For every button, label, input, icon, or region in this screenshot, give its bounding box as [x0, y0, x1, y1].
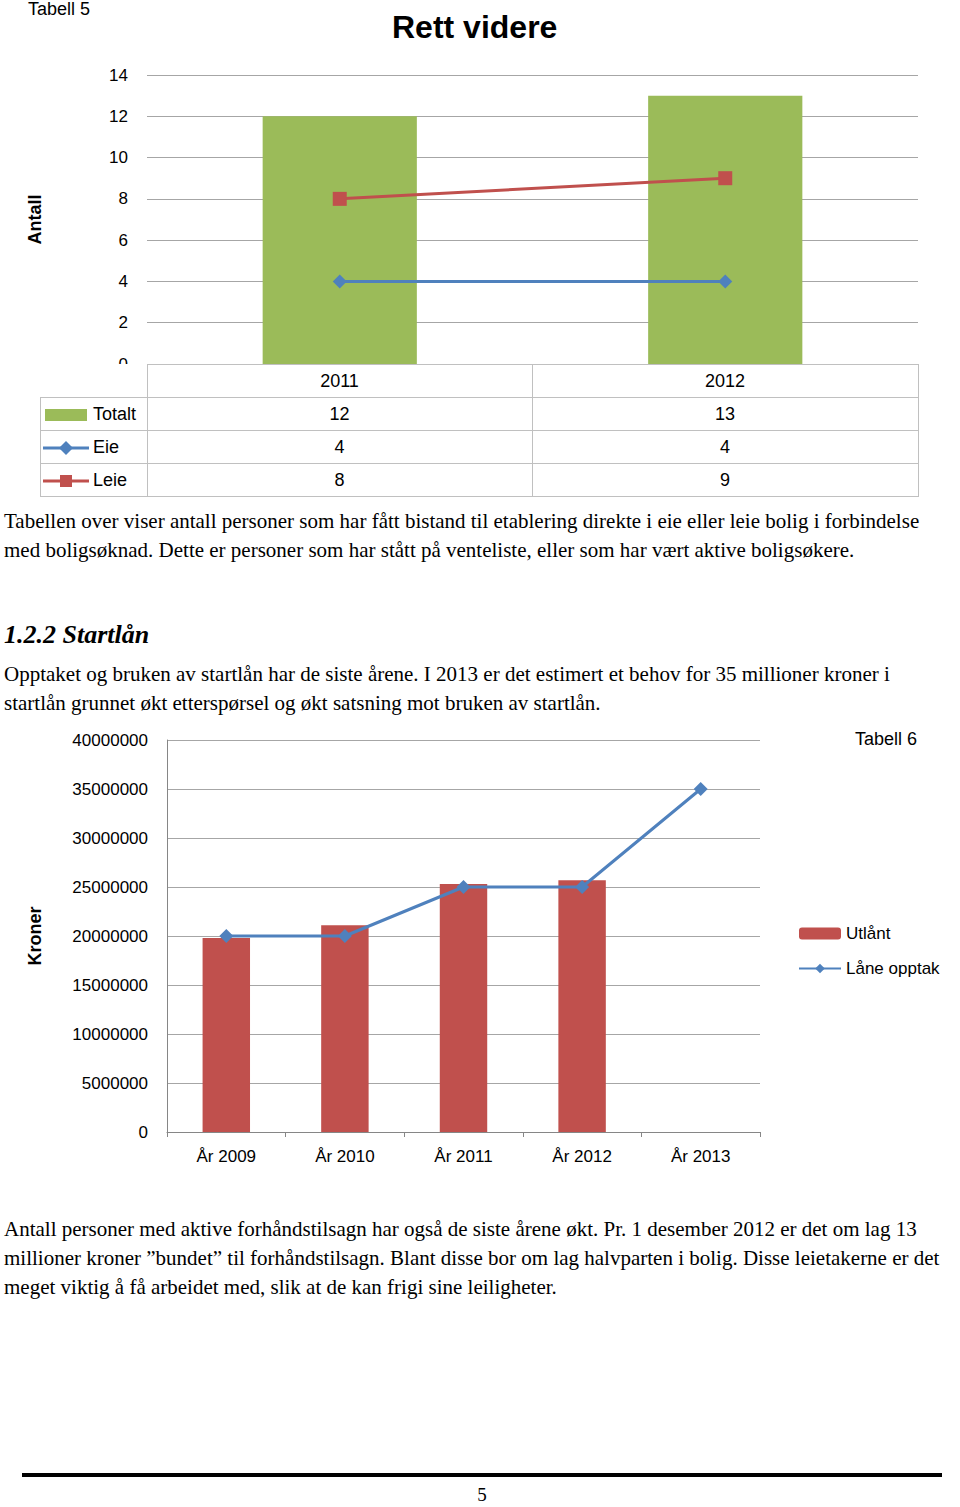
html-text:9: 9	[720, 469, 730, 490]
svg-text:12: 12	[109, 107, 128, 126]
html-text:Antall personer med aktive for: Antall personer med aktive forhåndstilsa…	[4, 1217, 940, 1299]
svg-text:Antall: Antall	[25, 194, 45, 244]
html-text:Eie: Eie	[93, 436, 119, 457]
svg-text:10: 10	[109, 148, 128, 167]
svg-text:5000000: 5000000	[82, 1074, 148, 1093]
html-text:1.2.2 Startlån: 1.2.2 Startlån	[4, 620, 150, 649]
html-text:Totalt: Totalt	[93, 403, 136, 424]
svg-text:10000000: 10000000	[72, 1025, 148, 1044]
svg-text:35000000: 35000000	[72, 780, 148, 799]
svg-text:25000000: 25000000	[72, 878, 148, 897]
html-text:2012: 2012	[705, 370, 745, 391]
svg-text:8: 8	[119, 189, 128, 208]
svg-text:Rett videre: Rett videre	[392, 9, 557, 45]
html-text:4: 4	[334, 436, 345, 457]
html-text:5: 5	[477, 1484, 487, 1505]
html-text:Opptaket og bruken av startlån: Opptaket og bruken av startlån har de si…	[4, 662, 890, 715]
svg-text:Tabell 6: Tabell 6	[855, 729, 917, 749]
html-text:12: 12	[329, 403, 350, 424]
svg-text:Låne opptak: Låne opptak	[846, 959, 940, 978]
html-text:Tabellen over viser antall per: Tabellen over viser antall personer som …	[4, 509, 920, 562]
svg-text:År 2011: År 2011	[434, 1147, 492, 1166]
svg-text:4: 4	[119, 272, 128, 291]
svg-text:40000000: 40000000	[72, 731, 148, 750]
svg-text:Tabell 5: Tabell 5	[28, 0, 90, 19]
html-text:13: 13	[715, 403, 735, 424]
svg-text:6: 6	[119, 231, 128, 250]
svg-text:2: 2	[119, 313, 128, 332]
svg-text:Utlånt: Utlånt	[846, 924, 891, 943]
svg-text:14: 14	[109, 66, 128, 85]
svg-text:Kroner: Kroner	[25, 906, 45, 965]
svg-text:0: 0	[139, 1123, 148, 1142]
svg-text:30000000: 30000000	[72, 829, 148, 848]
svg-text:År 2012: År 2012	[552, 1147, 612, 1166]
html-text:8: 8	[334, 469, 345, 490]
svg-text:20000000: 20000000	[72, 927, 148, 946]
svg-text:År 2010: År 2010	[315, 1147, 375, 1166]
html-text:2011: 2011	[320, 370, 359, 391]
svg-text:15000000: 15000000	[72, 976, 148, 995]
svg-text:År 2009: År 2009	[197, 1147, 257, 1166]
html-text:Leie: Leie	[93, 469, 127, 490]
svg-text:År 2013: År 2013	[671, 1147, 731, 1166]
html-text:4: 4	[720, 436, 730, 457]
